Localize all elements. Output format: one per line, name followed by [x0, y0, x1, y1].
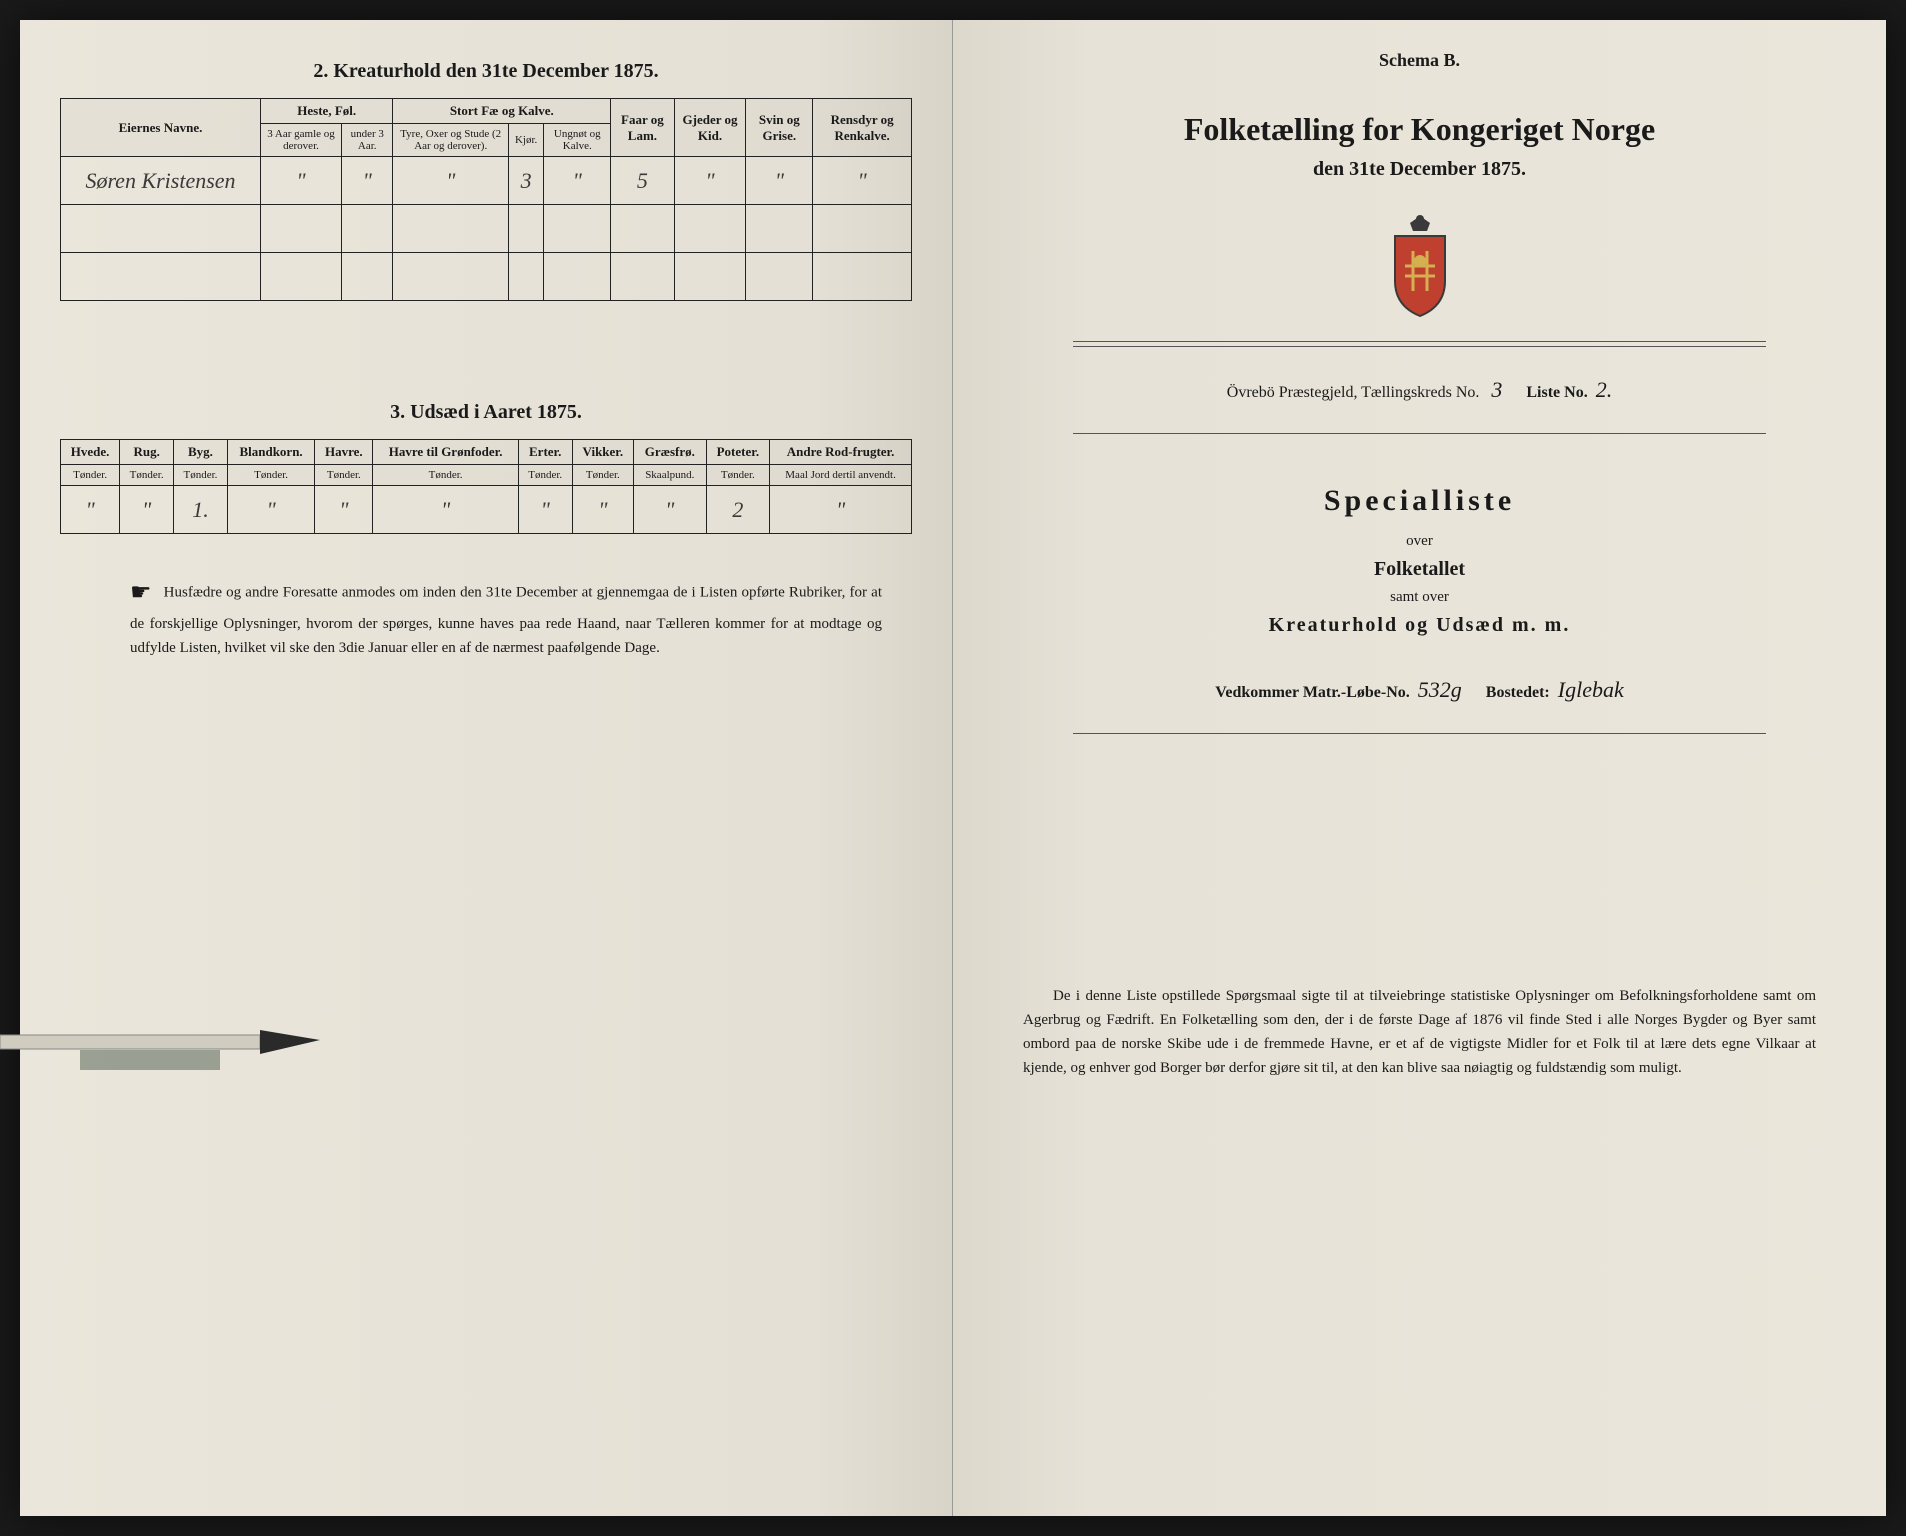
col-rens: Rensdyr og Renkalve.	[813, 99, 912, 157]
s-10: Maal Jord dertil anvendt.	[770, 465, 912, 486]
samt-over: samt over	[993, 589, 1846, 606]
table-row: " " 1. " " " " " " 2 "	[61, 486, 912, 534]
grp-stort: Stort Fæ og Kalve.	[393, 99, 611, 124]
right-body-text: De i denne Liste opstillede Spørgsmaal s…	[1023, 984, 1816, 1080]
left-page: 2. Kreaturhold den 31te December 1875. E…	[20, 20, 953, 1516]
s-2: Tønder.	[174, 465, 228, 486]
liste-label: Liste No.	[1526, 384, 1587, 401]
h-3: Blandkorn.	[227, 440, 314, 465]
kreaturhold-table: Eiernes Navne. Heste, Føl. Stort Fæ og K…	[60, 98, 912, 301]
cell: "	[120, 486, 174, 534]
cell: "	[770, 486, 912, 534]
cell: "	[315, 486, 373, 534]
s-6: Tønder.	[518, 465, 572, 486]
table-row	[61, 253, 912, 301]
s-1: Tønder.	[120, 465, 174, 486]
h-8: Græsfrø.	[634, 440, 706, 465]
udsaed-table: Hvede. Rug. Byg. Blandkorn. Havre. Havre…	[60, 439, 912, 534]
col-svin: Svin og Grise.	[746, 99, 813, 157]
sub-s3: Ungnøt og Kalve.	[544, 124, 611, 157]
schema-label: Schema B.	[993, 50, 1846, 71]
right-page: Schema B. Folketælling for Kongeriget No…	[953, 20, 1886, 1516]
kreatur-line: Kreaturhold og Udsæd m. m.	[993, 614, 1846, 637]
pen-artifact-icon	[0, 1010, 350, 1070]
cell: "	[813, 157, 912, 205]
district-no: 3	[1491, 377, 1502, 402]
district-prefix: Övrebö Præstegjeld, Tællingskreds No.	[1227, 384, 1480, 401]
s-0: Tønder.	[61, 465, 120, 486]
bostedet-label: Bostedet:	[1486, 684, 1550, 701]
table-row	[61, 205, 912, 253]
folketallet: Folketallet	[993, 558, 1846, 581]
coat-of-arms-icon	[1375, 211, 1465, 321]
h-2: Byg.	[174, 440, 228, 465]
col-eier: Eiernes Navne.	[61, 99, 261, 157]
s-5: Tønder.	[373, 465, 518, 486]
sub-s2: Kjør.	[508, 124, 543, 157]
cell: "	[261, 157, 342, 205]
vedkommer-line: Vedkommer Matr.-Løbe-No. 532g Bostedet: …	[993, 677, 1846, 703]
cell: "	[373, 486, 518, 534]
over-1: over	[993, 533, 1846, 550]
s-7: Tønder.	[572, 465, 633, 486]
cell: "	[674, 157, 746, 205]
sub-title: den 31te December 1875.	[993, 158, 1846, 181]
h-1: Rug.	[120, 440, 174, 465]
section3-title: 3. Udsæd i Aaret 1875.	[60, 401, 912, 424]
owner-name: Søren Kristensen	[61, 157, 261, 205]
cell: "	[572, 486, 633, 534]
h-0: Hvede.	[61, 440, 120, 465]
specialliste-title: Specialliste	[993, 484, 1846, 518]
grp-heste: Heste, Føl.	[261, 99, 393, 124]
sub-h2: under 3 Aar.	[342, 124, 393, 157]
h-6: Erter.	[518, 440, 572, 465]
footer-text-content: Husfædre og andre Foresatte anmodes om i…	[130, 585, 882, 657]
s-9: Tønder.	[706, 465, 770, 486]
left-footer-text: ☛ Husfædre og andre Foresatte anmodes om…	[130, 574, 882, 660]
s-4: Tønder.	[315, 465, 373, 486]
cell: "	[746, 157, 813, 205]
cell: 3	[508, 157, 543, 205]
district-line: Övrebö Præstegjeld, Tællingskreds No. 3 …	[993, 377, 1846, 403]
cell: 5	[611, 157, 674, 205]
h-7: Vikker.	[572, 440, 633, 465]
table-row: Søren Kristensen " " " 3 " 5 " " "	[61, 157, 912, 205]
cell: 2	[706, 486, 770, 534]
h-10: Andre Rod-frugter.	[770, 440, 912, 465]
col-gjeder: Gjeder og Kid.	[674, 99, 746, 157]
cell: "	[227, 486, 314, 534]
cell: "	[393, 157, 509, 205]
h-9: Poteter.	[706, 440, 770, 465]
document-spread: 2. Kreaturhold den 31te December 1875. E…	[20, 20, 1886, 1516]
sub-h1: 3 Aar gamle og derover.	[261, 124, 342, 157]
cell: "	[342, 157, 393, 205]
pointing-hand-icon: ☛	[130, 574, 152, 612]
h-4: Havre.	[315, 440, 373, 465]
vedk-no: 532g	[1418, 677, 1462, 702]
col-faar: Faar og Lam.	[611, 99, 674, 157]
liste-no: 2.	[1596, 377, 1613, 402]
vedk-label: Vedkommer Matr.-Løbe-No.	[1215, 684, 1410, 701]
sub-s1: Tyre, Oxer og Stude (2 Aar og derover).	[393, 124, 509, 157]
s-8: Skaalpund.	[634, 465, 706, 486]
bostedet-value: Iglebak	[1558, 677, 1624, 702]
cell: "	[544, 157, 611, 205]
section2-title: 2. Kreaturhold den 31te December 1875.	[60, 60, 912, 83]
cell: "	[61, 486, 120, 534]
main-title: Folketælling for Kongeriget Norge	[993, 111, 1846, 148]
s-3: Tønder.	[227, 465, 314, 486]
h-5: Havre til Grønfoder.	[373, 440, 518, 465]
cell: 1.	[174, 486, 228, 534]
cell: "	[518, 486, 572, 534]
cell: "	[634, 486, 706, 534]
